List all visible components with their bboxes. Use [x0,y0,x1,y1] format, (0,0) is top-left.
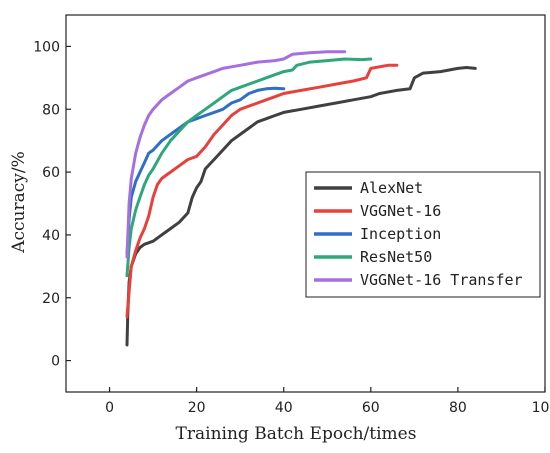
x-tick-label-80: 80 [449,400,467,416]
x-axis-label: Training Batch Epoch/times [176,424,417,444]
axes-frame [65,14,546,393]
plot-border [65,14,546,393]
y-tick-label-100: 100 [33,39,60,55]
y-tick-label-80: 80 [42,102,60,118]
x-tick-label-100: 100 [532,400,550,416]
x-tick-label-0: 0 [105,400,114,416]
axis-ticks: 0 20 40 60 80 100 0 20 40 60 80 100 [33,39,550,416]
x-tick-label-40: 40 [275,400,293,416]
legend-label-resnet50: ResNet50 [360,248,432,266]
series-line-resnet50 [125,57,373,278]
legend-label-alexnet: AlexNet [360,179,423,197]
x-tick-label-20: 20 [188,400,206,416]
y-tick-label-20: 20 [42,291,60,307]
legend: AlexNet VGGNet-16 Inception ResNet50 VGGNet-… [305,171,541,298]
series-line-alexnet [125,66,477,347]
legend-label-inception: Inception [360,225,441,243]
y-tick-label-40: 40 [42,228,60,244]
series-line-vggnet-16-transfer [125,50,347,259]
series-lines [125,50,477,347]
y-axis-label: Accuracy/% [9,151,29,254]
series-line-vggnet-16 [125,63,399,319]
legend-label-vggnet-16: VGGNet-16 [360,202,441,220]
y-tick-label-0: 0 [51,354,60,370]
x-tick-label-60: 60 [362,400,380,416]
legend-label-vggnet-16-transfer: VGGNet-16 Transfer [360,271,523,289]
y-tick-label-60: 60 [42,165,60,181]
